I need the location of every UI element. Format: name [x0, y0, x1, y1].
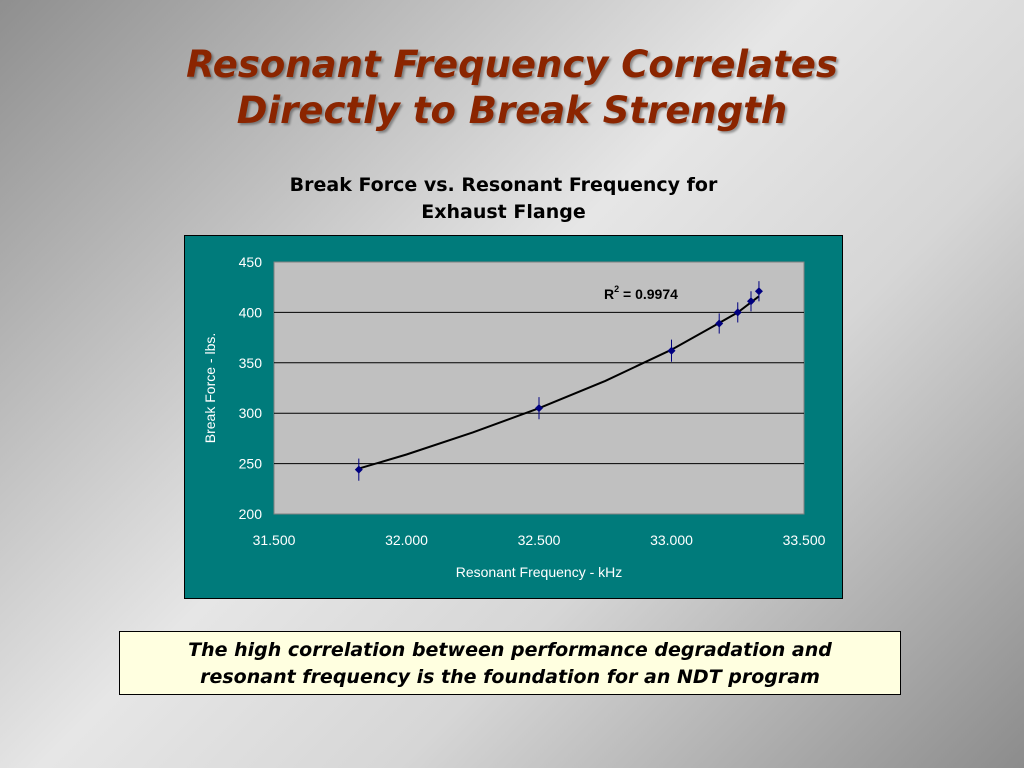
- data-point: [733, 308, 742, 317]
- slide-title-line2: Directly to Break Strength: [236, 89, 788, 132]
- data-points: [354, 281, 763, 481]
- r-squared-base: R: [604, 286, 614, 302]
- slide-title-line1: Resonant Frequency Correlates: [186, 43, 838, 86]
- callout-box: The high correlation between performance…: [119, 631, 901, 695]
- y-axis-tick-labels: 200 250 300 350 400 450: [239, 254, 263, 522]
- data-point: [667, 346, 676, 355]
- y-axis-label: Break Force - lbs.: [202, 333, 218, 443]
- r-squared-value: = 0.9974: [619, 286, 678, 302]
- y-tick-label: 300: [239, 405, 263, 421]
- callout-line1: The high correlation between performance…: [188, 639, 832, 661]
- y-tick-label: 200: [239, 506, 263, 522]
- trendline-group: [358, 295, 760, 470]
- trendline: [358, 295, 760, 470]
- y-tick-label: 350: [239, 355, 263, 371]
- callout-line2: resonant frequency is the foundation for…: [200, 666, 820, 688]
- y-tick-label: 450: [239, 254, 263, 270]
- x-tick-label: 33.000: [650, 532, 693, 548]
- y-tick-label: 400: [239, 304, 263, 320]
- x-tick-label: 31.500: [253, 532, 296, 548]
- chart-title-line1: Break Force vs. Resonant Frequency for: [289, 174, 718, 196]
- y-tick-label: 250: [239, 456, 263, 472]
- slide-title: Resonant Frequency Correlates Directly t…: [0, 42, 1024, 134]
- x-axis-tick-labels: 31.500 32.000 32.500 33.000 33.500: [253, 532, 826, 548]
- x-tick-label: 32.000: [385, 532, 428, 548]
- r-squared-annotation: R2 = 0.9974: [604, 284, 678, 302]
- data-point: [535, 404, 543, 413]
- data-point: [754, 287, 763, 296]
- x-tick-label: 32.500: [518, 532, 561, 548]
- chart-title-line2: Exhaust Flange: [421, 201, 586, 223]
- data-point: [747, 297, 755, 306]
- x-axis-label: Resonant Frequency - kHz: [456, 564, 623, 580]
- chart-title: Break Force vs. Resonant Frequency for E…: [0, 172, 1007, 226]
- x-tick-label: 33.500: [783, 532, 826, 548]
- r-squared-sup: 2: [614, 284, 619, 294]
- data-point: [715, 319, 724, 328]
- plot-area: [273, 261, 805, 515]
- data-point: [354, 465, 363, 474]
- chart: 200 250 300 350 400 450 31.500 32.000 32.500 33.…: [184, 235, 843, 599]
